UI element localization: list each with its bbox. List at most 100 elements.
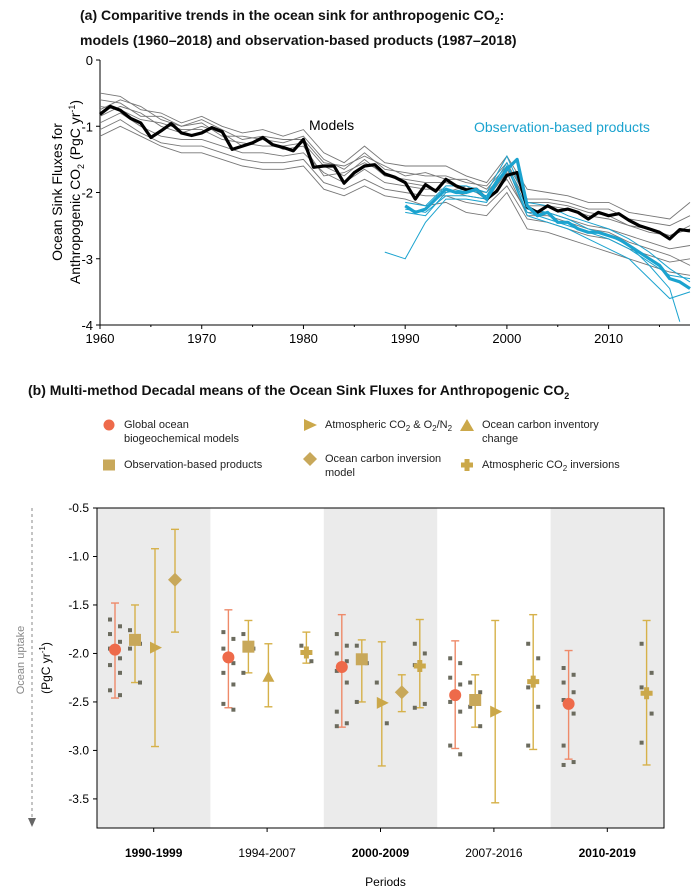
chart-a-y-label-line1: Ocean Sink Fluxes for — [49, 123, 65, 261]
period-label: 1990-1999 — [125, 846, 183, 860]
inv-marker — [168, 572, 182, 587]
member-point — [536, 704, 541, 709]
member-point — [561, 698, 566, 702]
member-point — [309, 659, 314, 664]
period-shade — [97, 508, 211, 828]
legend-gobm-symbol — [103, 419, 115, 431]
member-point — [468, 680, 473, 685]
member-point — [251, 646, 256, 651]
member-point — [526, 685, 531, 690]
chart-b-y-tick-label: -1.0 — [68, 549, 89, 563]
legend-item-atminv: Atmospheric CO2 inversions — [458, 458, 620, 476]
atm-marker — [490, 705, 503, 718]
member-point — [458, 752, 463, 757]
member-point — [639, 685, 644, 690]
member-point — [108, 632, 112, 637]
chart-a-y-tick-label: -2 — [81, 186, 93, 201]
member-point — [649, 711, 654, 716]
member-point — [118, 656, 122, 661]
member-point — [118, 639, 122, 644]
member-point — [412, 705, 417, 710]
member-point — [344, 643, 349, 648]
inv-marker — [394, 685, 409, 700]
chart-b-title: (b) Multi-method Decadal means of the Oc… — [28, 382, 570, 401]
member-point — [231, 707, 236, 712]
chart-b-x-label: Periods — [365, 875, 406, 889]
member-point — [561, 762, 566, 767]
atm-marker — [150, 641, 162, 654]
member-point — [138, 641, 142, 646]
member-point — [364, 661, 369, 666]
member-point — [354, 699, 359, 704]
member-point — [412, 641, 417, 646]
member-point — [478, 690, 483, 695]
member-point — [344, 721, 349, 726]
member-point — [334, 668, 339, 673]
member-point — [334, 724, 339, 729]
legend-inv-symbol — [303, 452, 317, 466]
member-point — [128, 646, 132, 651]
gobm-marker — [222, 651, 235, 664]
chart-a-x-tick-label: 2000 — [492, 331, 521, 346]
member-point — [334, 709, 339, 714]
member-point — [571, 760, 576, 765]
member-point — [468, 704, 473, 709]
member-point — [448, 656, 453, 661]
gobm-marker — [562, 697, 575, 710]
member-point — [571, 672, 576, 677]
legend-inventory-symbol — [460, 419, 474, 431]
period-shade — [323, 508, 438, 828]
model-ensemble-line — [99, 99, 691, 237]
model-ensemble-line — [99, 112, 691, 250]
member-point — [384, 721, 389, 726]
member-point — [231, 661, 236, 666]
obs-marker — [469, 694, 482, 706]
chart-a-y-label-line2: Anthropogenic CO2 (PgC yr-1) — [67, 100, 86, 284]
member-point — [231, 636, 236, 641]
obs-ensemble-line — [384, 164, 691, 300]
member-point — [221, 646, 226, 651]
member-point — [299, 643, 304, 648]
member-point — [108, 646, 112, 651]
obs-ensemble-line — [405, 164, 691, 280]
member-point — [108, 663, 112, 668]
member-point — [221, 670, 226, 675]
legend-obs-symbol — [103, 459, 115, 471]
chart-b-y-tick-label: -2.0 — [68, 646, 89, 660]
member-point — [448, 675, 453, 680]
member-point — [571, 690, 576, 695]
chart-b-y-label: (PgC yr-1) — [38, 642, 53, 694]
member-point — [128, 628, 132, 633]
member-point — [526, 641, 531, 646]
atm-marker — [376, 696, 389, 709]
member-point — [231, 682, 236, 687]
legend-atminv-symbol — [461, 459, 473, 471]
model-ensemble-line — [99, 92, 691, 220]
model-ensemble-line — [99, 119, 691, 263]
member-point — [571, 711, 576, 716]
chart-a-y-tick-label: -4 — [81, 318, 93, 333]
chart-b-y-label-text: (PgC yr-1) — [38, 642, 53, 694]
member-point — [458, 682, 463, 687]
member-point — [374, 680, 379, 685]
member-point — [422, 701, 427, 706]
chart-a-y-label: Ocean Sink Fluxes for Anthropogenic CO2 (… — [49, 100, 86, 284]
chart-b-y-tick-label: -3.5 — [68, 792, 89, 806]
legend-item-inventory: Ocean carbon inventory change — [458, 418, 599, 446]
member-point — [478, 724, 483, 729]
chart-a-x-tick-label: 1990 — [391, 331, 420, 346]
member-point — [108, 688, 112, 693]
member-point — [639, 740, 644, 745]
legend-item-gobm: Global ocean biogeochemical models — [100, 418, 239, 446]
member-point — [458, 709, 463, 714]
member-point — [344, 659, 349, 664]
period-label: 2010-2019 — [579, 846, 637, 860]
period-label: 2007-2016 — [465, 846, 523, 860]
member-point — [448, 699, 453, 704]
chart-a-y-tick-label: 0 — [86, 53, 93, 68]
model-ensemble-line — [99, 125, 691, 276]
member-point — [639, 641, 644, 646]
chart-a-x-tick-label: 1980 — [289, 331, 318, 346]
member-point — [138, 680, 142, 685]
